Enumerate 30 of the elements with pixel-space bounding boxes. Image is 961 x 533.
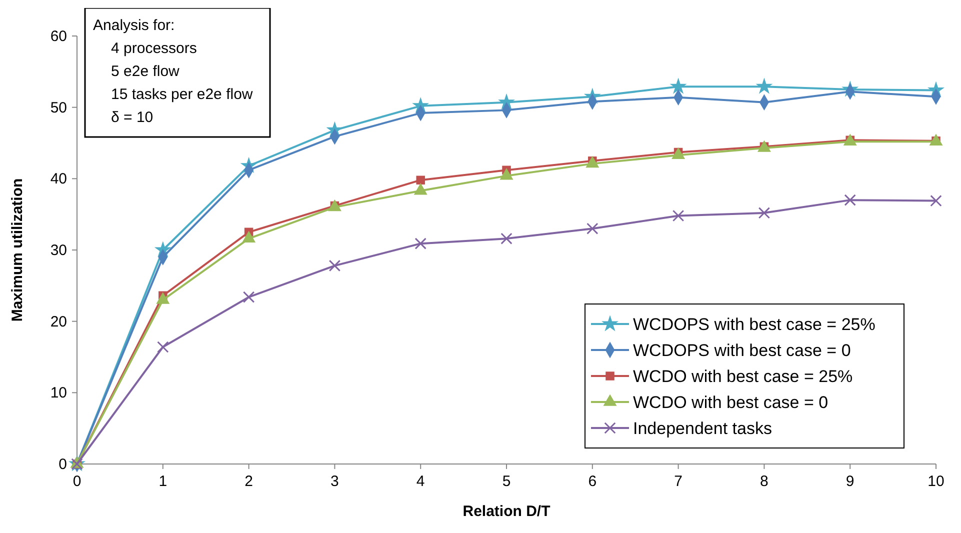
y-tick-label: 30 <box>50 242 67 259</box>
y-axis-title: Maximum utilization <box>9 178 26 322</box>
x-tick-label: 1 <box>158 473 168 490</box>
y-tick-label: 50 <box>50 99 67 116</box>
annotation: 15 tasks per e2e flow <box>111 86 253 103</box>
y-tick-label: 20 <box>50 313 67 330</box>
x-tick-label: 8 <box>760 473 768 490</box>
annotation: 5 e2e flow <box>111 63 180 80</box>
text: Analysis for: <box>93 17 175 34</box>
x-tick-label: 4 <box>416 473 425 490</box>
x-tick-label: 5 <box>502 473 511 490</box>
legend-label: WCDOPS with best case = 25% <box>633 315 876 334</box>
legend-label: Independent tasks <box>633 419 772 438</box>
x-tick-label: 9 <box>846 473 854 490</box>
x-tick-label: 10 <box>928 473 944 490</box>
annotation: 4 processors <box>111 40 197 57</box>
annotation: δ = 10 <box>111 109 154 126</box>
x-axis-title: Relation D/T <box>462 503 550 520</box>
legend-label: WCDO with best case = 0 <box>633 393 828 412</box>
x-tick-label: 3 <box>330 473 339 490</box>
legend-label: WCDOPS with best case = 0 <box>633 341 851 360</box>
y-tick-label: 40 <box>50 170 67 188</box>
y-tick-label: 10 <box>50 384 67 402</box>
x-tick-label: 2 <box>244 473 253 490</box>
y-tick-label: 60 <box>50 28 67 45</box>
x-tick-label: 0 <box>72 473 82 490</box>
y-tick-label: 0 <box>58 456 67 473</box>
x-tick-label: 7 <box>674 473 682 490</box>
legend-label: WCDO with best case = 25% <box>633 367 853 386</box>
x-tick-label: 6 <box>588 473 597 490</box>
